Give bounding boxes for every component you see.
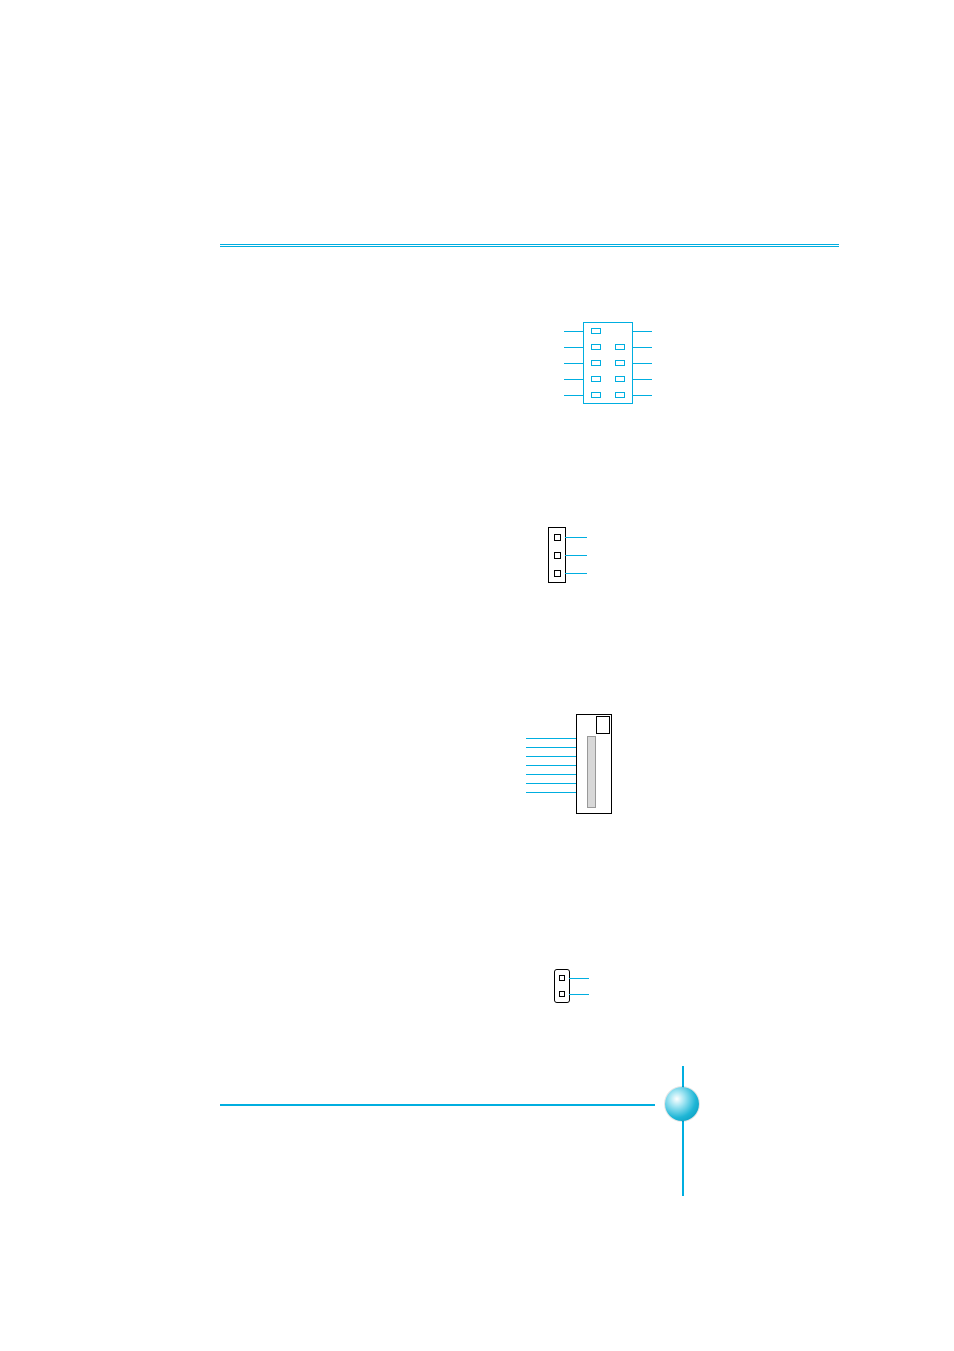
connector-header-2x5 (570, 322, 645, 404)
footer-vertical-line (682, 1066, 684, 1196)
connector-row (584, 371, 632, 387)
connector-body (576, 714, 612, 814)
lead-line (564, 379, 584, 380)
lead-line (526, 783, 576, 784)
lead-line (632, 395, 652, 396)
page-orb-icon (665, 1087, 699, 1121)
lead-line (526, 792, 576, 793)
connector-body (583, 322, 633, 404)
connector-row (549, 528, 565, 546)
lead-line (565, 573, 587, 574)
connector-slot-icon (587, 736, 596, 808)
pin-icon (559, 975, 565, 981)
lead-line (564, 363, 584, 364)
pin-icon (591, 392, 601, 398)
connector-row (549, 546, 565, 564)
pin-icon (554, 534, 561, 541)
pin-icon (559, 991, 565, 997)
connector-key-icon (596, 716, 610, 734)
page (0, 0, 954, 1351)
lead-line (632, 379, 652, 380)
lead-line (564, 395, 584, 396)
pin-icon (591, 376, 601, 382)
lead-line (526, 756, 576, 757)
connector-row (549, 564, 565, 582)
pin-icon (615, 360, 625, 366)
pin-icon (615, 344, 625, 350)
pin-icon (591, 360, 601, 366)
pin-icon (591, 344, 601, 350)
lead-line (526, 747, 576, 748)
connector-header-1x2 (554, 969, 604, 1003)
connector-body (548, 527, 566, 583)
lead-line (526, 738, 576, 739)
footer-line (220, 1104, 655, 1106)
pin-icon (554, 570, 561, 577)
lead-group (526, 738, 576, 801)
lead-line (526, 765, 576, 766)
connector-row (584, 339, 632, 355)
lead-line (632, 347, 652, 348)
lead-line (565, 537, 587, 538)
connector-body (554, 969, 570, 1003)
connector-row (555, 986, 569, 1002)
connector-sata (556, 714, 636, 814)
header-rule (220, 244, 839, 247)
connector-row (584, 323, 632, 339)
lead-line (569, 994, 589, 995)
connector-row (584, 355, 632, 371)
lead-line (564, 347, 584, 348)
lead-line (632, 363, 652, 364)
connector-header-1x3 (548, 527, 608, 583)
pin-icon (554, 552, 561, 559)
pin-icon (591, 328, 601, 334)
pin-icon (615, 392, 625, 398)
lead-line (632, 331, 652, 332)
lead-line (526, 774, 576, 775)
pin-icon (615, 376, 625, 382)
connector-row (584, 387, 632, 403)
lead-line (565, 555, 587, 556)
lead-line (564, 331, 584, 332)
connector-row (555, 970, 569, 986)
lead-line (569, 978, 589, 979)
